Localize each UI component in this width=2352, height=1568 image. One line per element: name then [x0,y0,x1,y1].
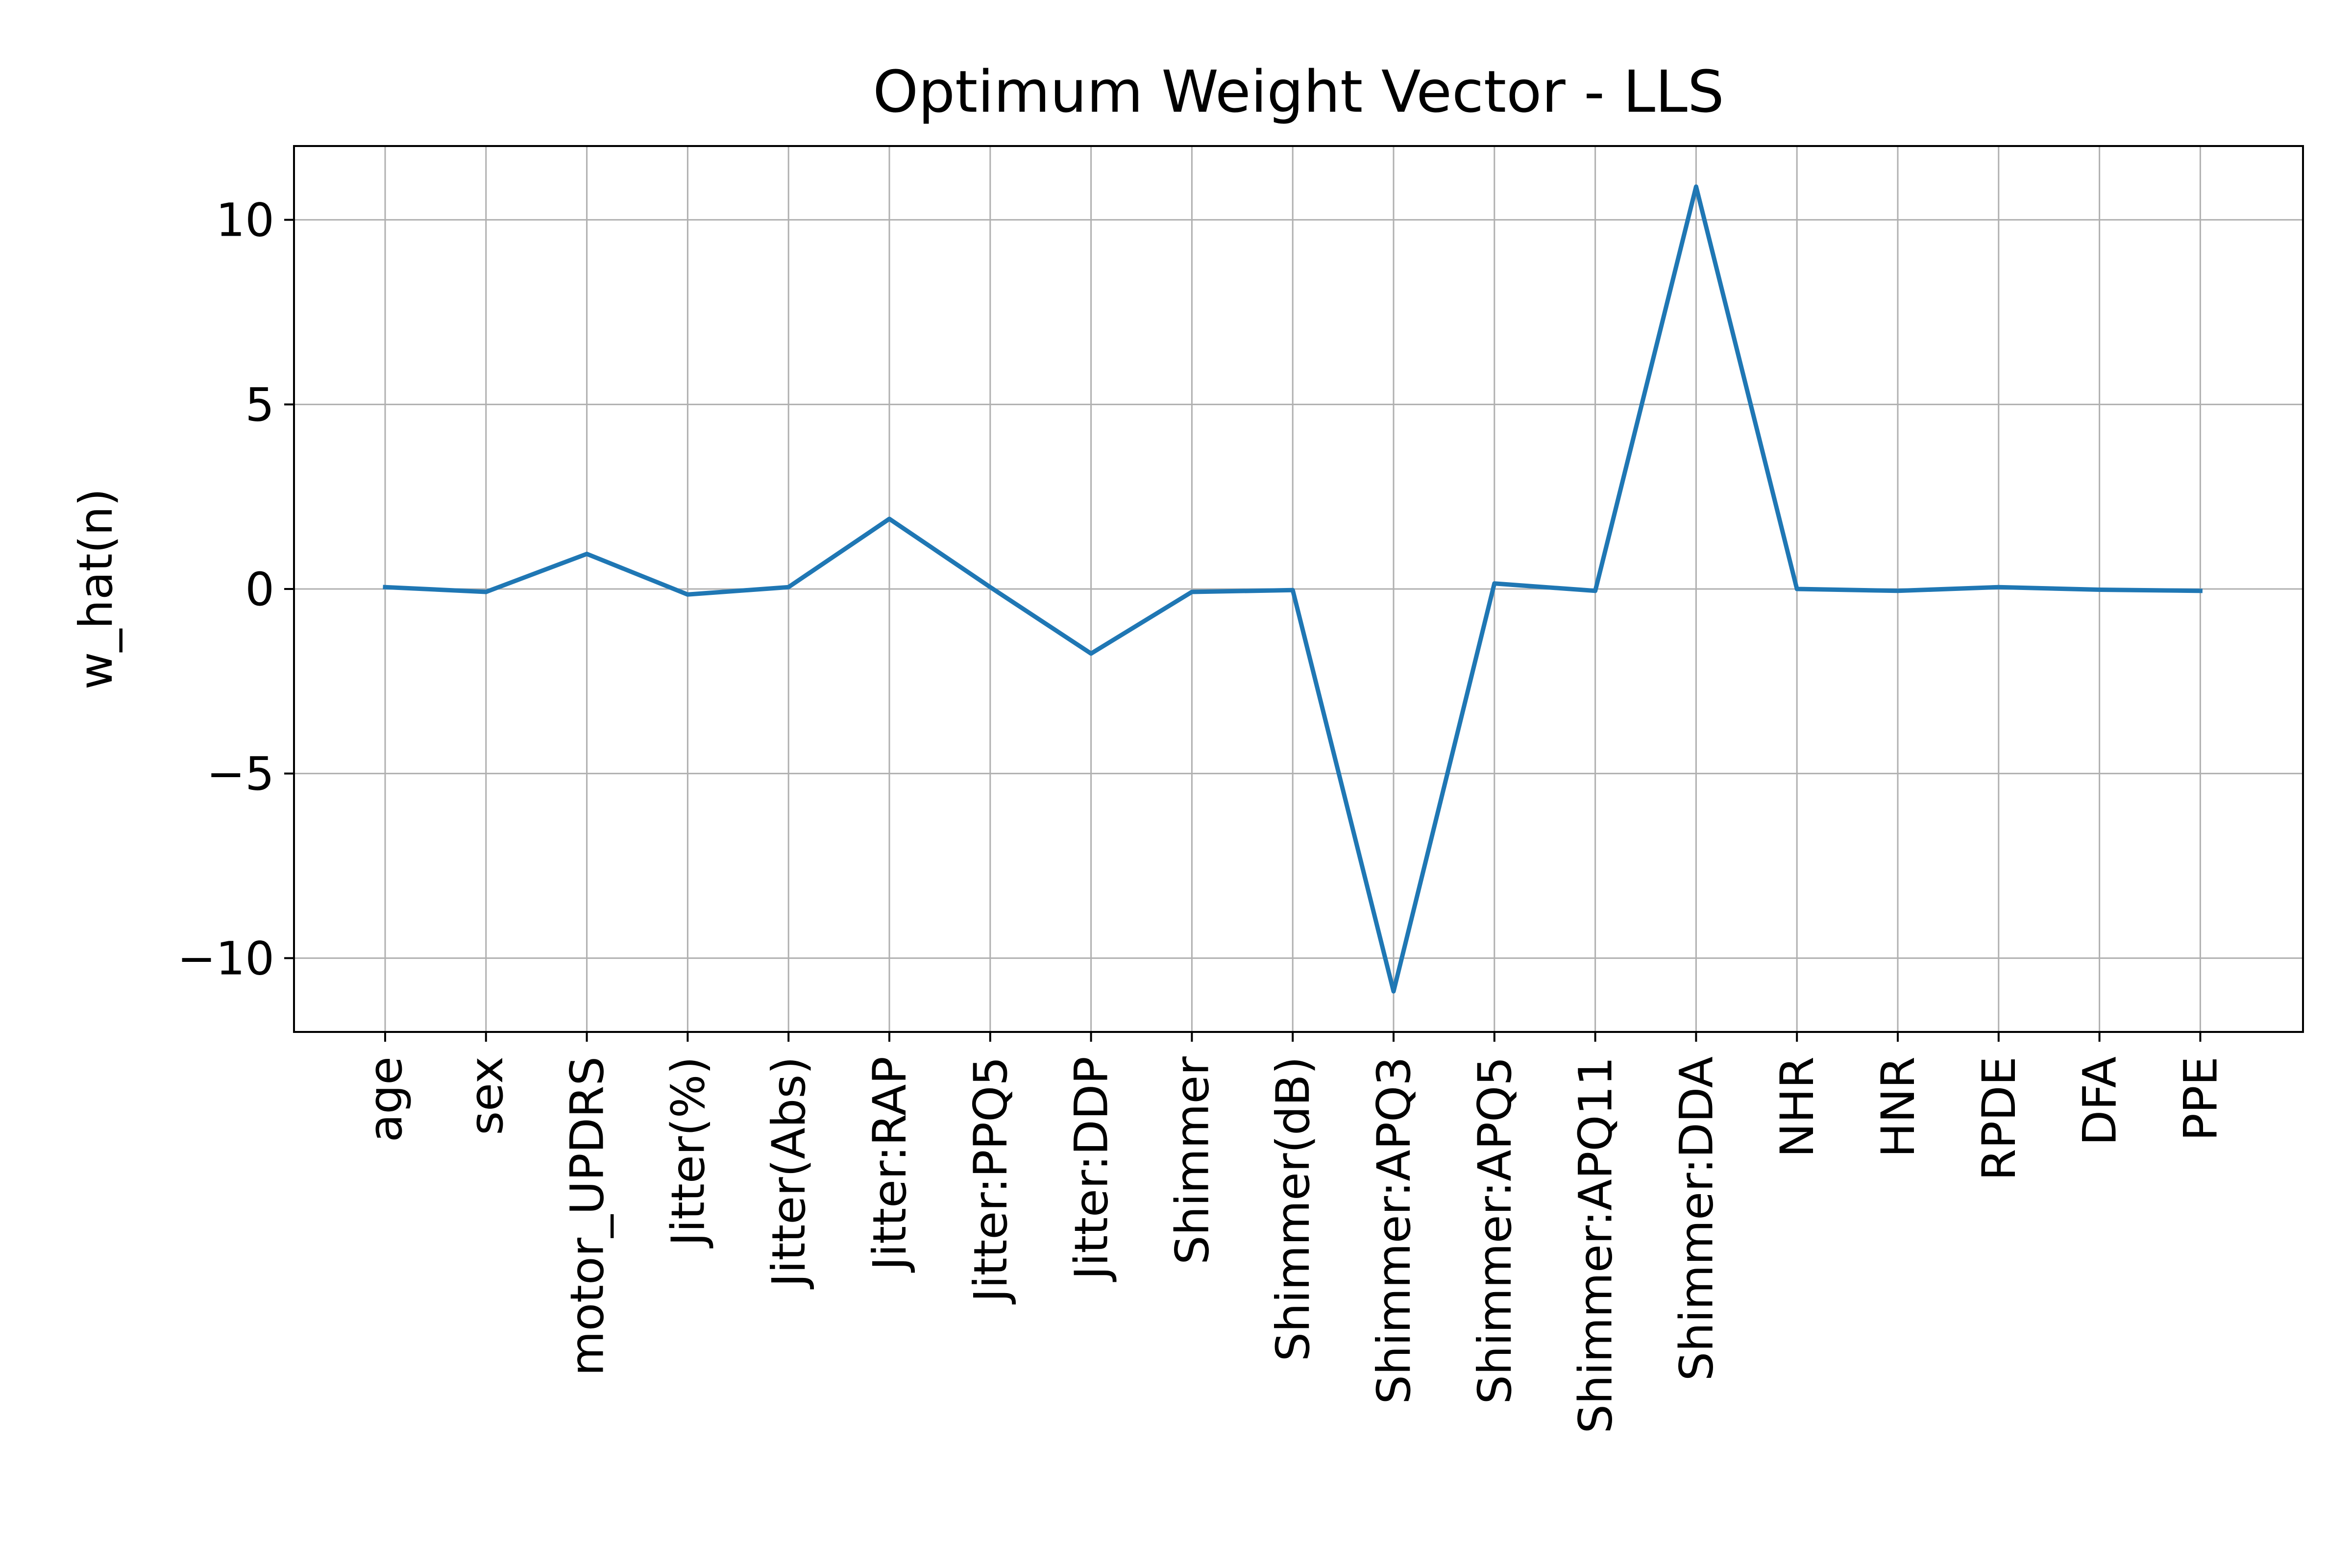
x-tick-label: Jitter:PPQ5 [964,1056,1018,1304]
x-tick-label: Shimmer:APQ11 [1569,1056,1623,1434]
x-tick-label: Shimmer:APQ5 [1469,1056,1522,1404]
x-tick-label: HNR [1872,1056,1925,1157]
x-tick-label: Shimmer(dB) [1267,1056,1320,1361]
x-tick-label: Shimmer:DDA [1670,1056,1723,1381]
x-tick-label: Jitter:DDP [1065,1056,1119,1282]
x-tick-label: sex [460,1056,514,1135]
x-tick-label: age [359,1056,413,1142]
x-tick-label: Shimmer:APQ3 [1368,1056,1421,1404]
x-tick-label: DFA [2074,1056,2127,1146]
x-tick-label: Jitter(Abs) [762,1056,816,1289]
y-axis-label: w_hat(n) [70,489,123,690]
y-tick-label: −5 [206,748,274,801]
ticks: age sex motor_UPDRS Jitter(%) Jitter(Abs) Jit… [177,194,2228,1434]
y-tick-label: 5 [245,378,274,432]
x-tick-label: NHR [1771,1056,1824,1157]
chart-title: Optimum Weight Vector - LLS [873,58,1724,125]
y-tick-label: 10 [216,194,274,247]
series-line [383,184,2203,994]
x-tick-label: Jitter:RAP [863,1056,917,1273]
x-tick-label: Shimmer [1166,1056,1219,1265]
series-line-group [383,184,2203,994]
x-tick-label: motor_UPDRS [561,1056,614,1376]
x-tick-label: Jitter(%) [662,1056,715,1249]
x-tick-label: PPE [2174,1056,2228,1141]
y-tick-label: −10 [177,932,274,985]
y-tick-label: 0 [245,563,274,616]
x-tick-label: RPDE [1973,1056,2026,1181]
